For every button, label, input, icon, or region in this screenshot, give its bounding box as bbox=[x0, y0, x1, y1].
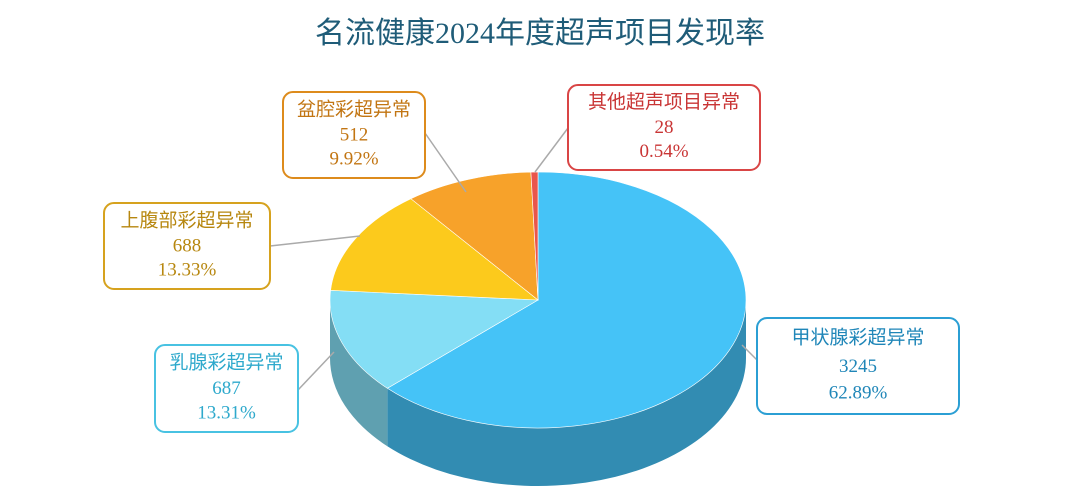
slice bbox=[410, 171, 539, 301]
label-name: 盆腔彩超异常 bbox=[297, 98, 411, 120]
slice bbox=[329, 290, 540, 389]
data-label: 688 bbox=[173, 236, 202, 257]
slice bbox=[330, 198, 539, 301]
slice-side bbox=[330, 300, 388, 447]
data-label: 3245 bbox=[839, 356, 877, 377]
label-box bbox=[103, 202, 271, 290]
leader-line bbox=[741, 344, 758, 361]
label-box bbox=[154, 344, 299, 433]
data-label: 28 bbox=[655, 117, 674, 138]
data-label: 687 bbox=[212, 378, 241, 399]
chart-title: 名流健康2024年度超声项目发现率 bbox=[315, 17, 765, 50]
label-box bbox=[756, 317, 960, 415]
percent-label: 13.33% bbox=[158, 260, 217, 281]
leader-line bbox=[534, 127, 569, 173]
percent-label: 13.31% bbox=[197, 402, 256, 423]
slice bbox=[530, 171, 539, 301]
label-box bbox=[282, 91, 426, 179]
label-name: 乳腺彩超异常 bbox=[169, 352, 283, 374]
leader-line bbox=[269, 235, 361, 247]
label-name: 甲状腺彩超异常 bbox=[791, 327, 924, 349]
leader-line bbox=[297, 351, 335, 391]
percent-label: 9.92% bbox=[329, 149, 378, 170]
slice bbox=[386, 171, 747, 429]
percent-label: 0.54% bbox=[639, 141, 688, 162]
leader-line bbox=[424, 132, 467, 193]
label-box bbox=[567, 84, 761, 171]
slice-side bbox=[387, 300, 746, 486]
label-name: 其他超声项目异常 bbox=[588, 91, 740, 113]
data-label: 512 bbox=[340, 125, 369, 146]
percent-label: 62.89% bbox=[829, 383, 888, 404]
label-name: 上腹部彩超异常 bbox=[120, 209, 253, 231]
